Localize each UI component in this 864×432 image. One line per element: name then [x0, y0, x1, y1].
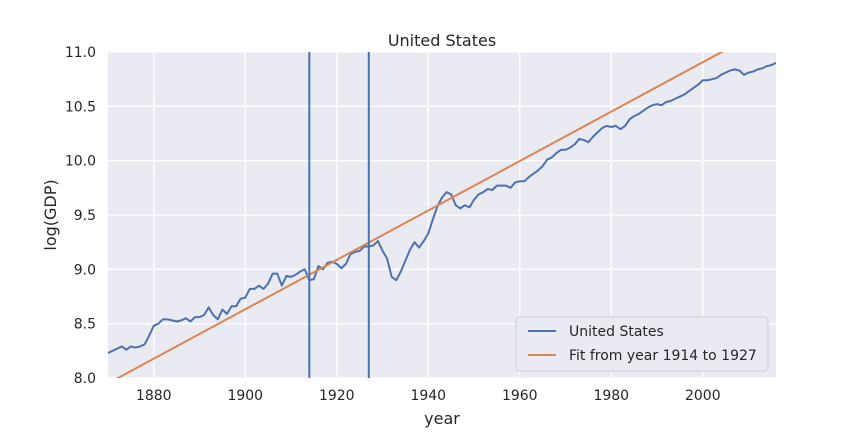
legend: United States Fit from year 1914 to 1927	[515, 316, 769, 372]
line-series-united-states	[108, 61, 776, 355]
x-tick-label: 1960	[502, 388, 538, 404]
y-tick-label: 11.0	[65, 45, 96, 61]
x-tick-label: 1880	[136, 388, 172, 404]
y-tick-label: 9.5	[74, 208, 96, 224]
plot-lines	[108, 52, 776, 378]
x-tick-label: 1940	[410, 388, 446, 404]
x-axis-label: year	[424, 409, 460, 428]
y-tick-label: 8.0	[74, 371, 96, 387]
x-tick-label: 1900	[227, 388, 263, 404]
line-series-fit	[115, 52, 724, 378]
y-tick-label: 10.0	[65, 154, 96, 170]
x-tick-label: 1920	[319, 388, 355, 404]
x-tick-label: 2000	[685, 388, 721, 404]
y-tick-label: 10.5	[65, 99, 96, 115]
y-tick-label: 9.0	[74, 262, 96, 278]
chart-title: United States	[388, 31, 496, 50]
y-tick-label: 8.5	[74, 317, 96, 333]
legend-label-united-states: United States	[569, 324, 664, 340]
y-axis-label: log(GDP)	[41, 179, 60, 250]
x-tick-label: 1980	[593, 388, 629, 404]
legend-box	[515, 316, 769, 372]
y-axis-ticks: 8.0 8.5 9.0 9.5 10.0 10.5 11.0	[65, 45, 96, 387]
x-axis-ticks: 1880 1900 1920 1940 1960 1980 2000	[136, 388, 721, 404]
legend-label-fit: Fit from year 1914 to 1927	[569, 348, 757, 364]
